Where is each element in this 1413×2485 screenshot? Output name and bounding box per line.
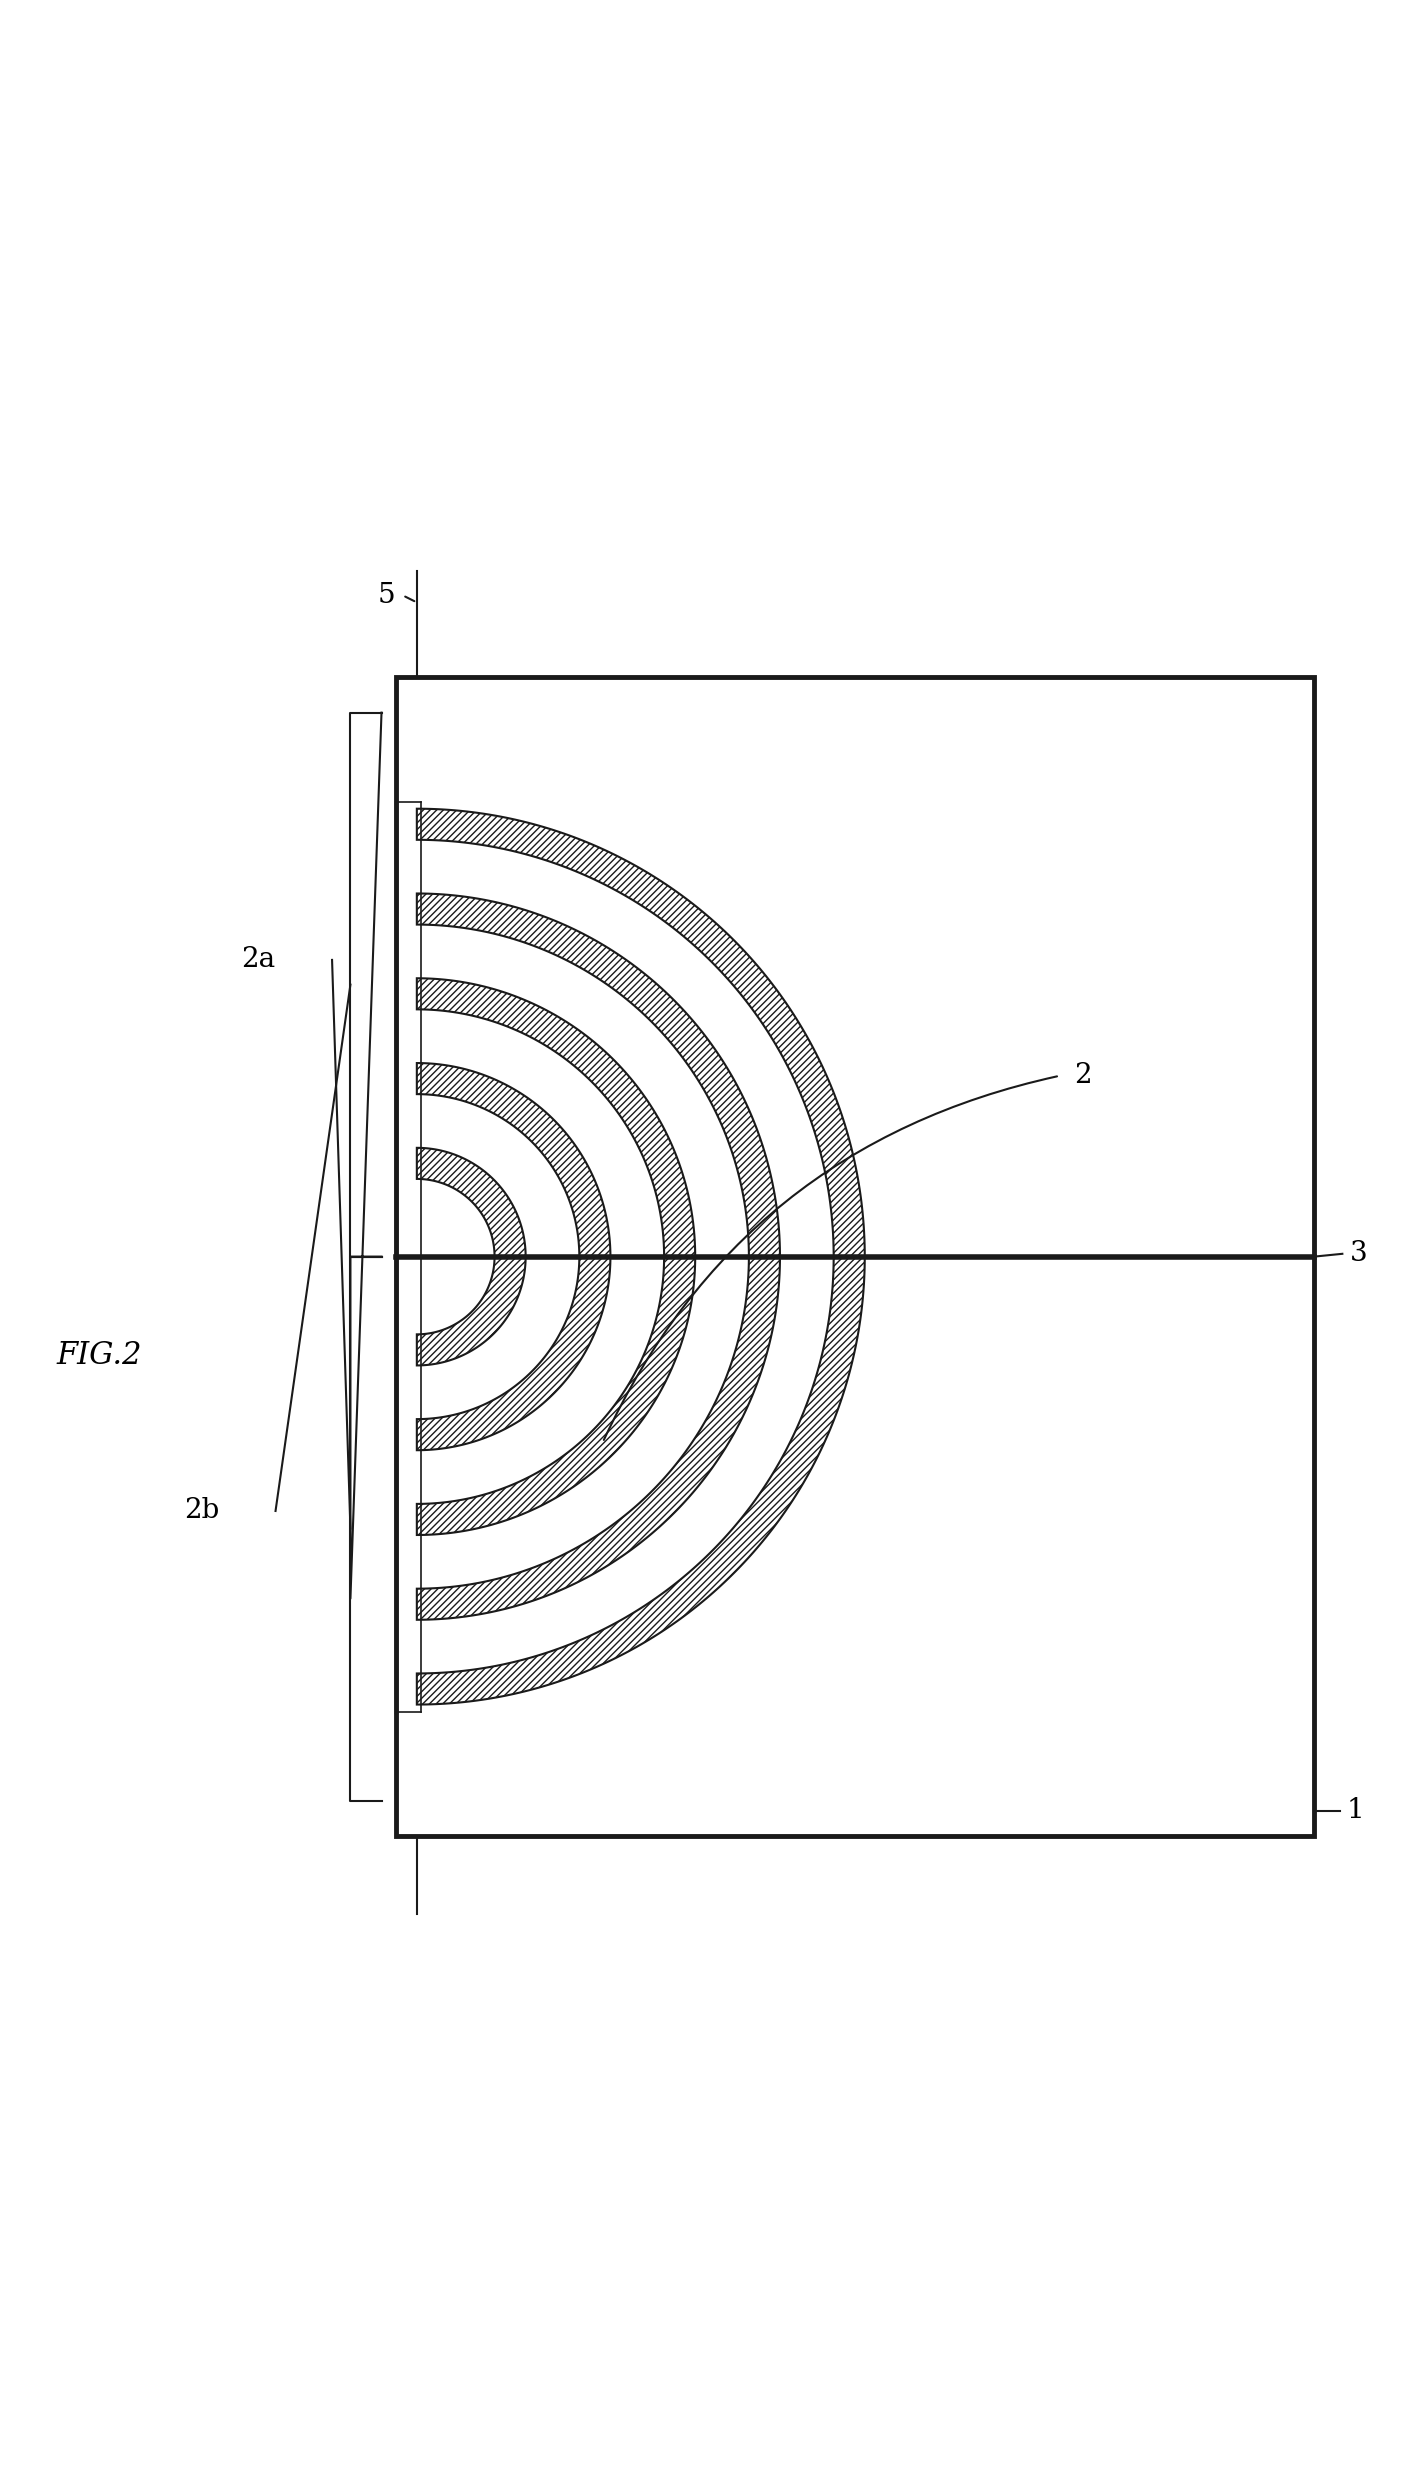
Polygon shape [417, 979, 695, 1536]
Text: 1: 1 [1347, 1797, 1365, 1824]
Bar [396, 678, 1314, 1836]
Polygon shape [417, 1064, 610, 1451]
Text: 2: 2 [1074, 1061, 1091, 1088]
Polygon shape [417, 1148, 526, 1364]
Text: 2b: 2b [184, 1498, 219, 1523]
Polygon shape [417, 895, 780, 1620]
Text: 5: 5 [379, 581, 396, 609]
Text: FIG.2: FIG.2 [57, 1339, 143, 1372]
Polygon shape [417, 808, 865, 1705]
Text: 3: 3 [1349, 1240, 1366, 1267]
Text: 2a: 2a [242, 947, 276, 974]
